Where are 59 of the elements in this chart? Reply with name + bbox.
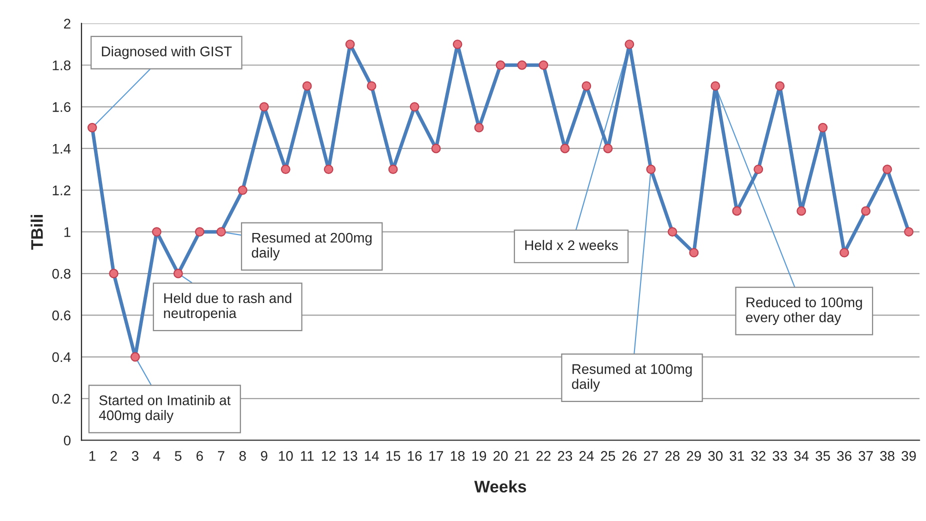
y-tick-label: 0.8 bbox=[52, 268, 70, 279]
x-tick-label: 24 bbox=[579, 451, 594, 461]
y-tick-label: 1 bbox=[64, 227, 70, 237]
x-tick-label: 12 bbox=[322, 451, 336, 461]
x-tick-label: 36 bbox=[837, 451, 852, 461]
x-tick-label: 25 bbox=[600, 451, 616, 461]
x-tick-label: 13 bbox=[343, 451, 358, 461]
y-axis-title: TBili bbox=[30, 214, 43, 250]
y-tick-label: 0.2 bbox=[52, 394, 70, 404]
x-tick-label: 20 bbox=[493, 451, 508, 461]
x-tick-label: 22 bbox=[536, 451, 551, 461]
x-tick-label: 10 bbox=[278, 451, 293, 461]
x-tick-label: 23 bbox=[558, 451, 572, 461]
x-tick-label: 17 bbox=[429, 451, 444, 461]
y-tick-label: 0.4 bbox=[52, 352, 71, 362]
y-tick-label: 0 bbox=[64, 436, 71, 446]
x-tick-label: 31 bbox=[730, 451, 744, 461]
annotation: Held due to rash and neutropenia bbox=[164, 292, 292, 321]
x-axis-title: Weeks bbox=[474, 480, 526, 493]
x-tick-label: 5 bbox=[174, 451, 182, 461]
x-tick-label: 28 bbox=[665, 451, 680, 461]
x-tick-label: 14 bbox=[364, 451, 379, 461]
annotation: Held x 2 weeks bbox=[525, 240, 618, 250]
x-tick-label: 26 bbox=[622, 451, 637, 461]
y-tick-label: 1.8 bbox=[52, 60, 70, 70]
x-tick-label: 34 bbox=[794, 451, 809, 461]
x-tick-label: 30 bbox=[708, 451, 723, 461]
x-tick-label: 32 bbox=[751, 451, 766, 461]
x-tick-label: 8 bbox=[239, 451, 246, 461]
y-tick-label: 1.6 bbox=[52, 102, 70, 112]
x-tick-label: 9 bbox=[260, 451, 268, 461]
x-tick-label: 16 bbox=[408, 451, 422, 461]
x-tick-label: 21 bbox=[514, 451, 530, 461]
x-tick-label: 15 bbox=[386, 451, 400, 461]
x-tick-label: 27 bbox=[644, 451, 658, 461]
x-tick-label: 6 bbox=[196, 451, 203, 461]
x-tick-label: 7 bbox=[218, 451, 224, 461]
x-tick-label: 29 bbox=[686, 451, 701, 461]
x-tick-label: 1 bbox=[89, 451, 96, 461]
x-tick-label: 3 bbox=[132, 451, 138, 461]
x-tick-label: 19 bbox=[472, 451, 486, 461]
x-tick-label: 4 bbox=[153, 451, 160, 461]
x-tick-label: 39 bbox=[902, 451, 916, 461]
y-tick-label: 1.2 bbox=[52, 186, 70, 196]
y-tick-label: 1.4 bbox=[52, 144, 71, 154]
x-tick-label: 2 bbox=[110, 451, 117, 461]
x-tick-label: 38 bbox=[880, 451, 894, 461]
y-tick-label: 0.6 bbox=[52, 310, 70, 320]
x-tick-label: 11 bbox=[300, 451, 314, 461]
annotation: Started on Imatinib at 400mg daily bbox=[98, 395, 231, 423]
annotation: Diagnosed with GIST bbox=[102, 46, 232, 60]
x-tick-label: 18 bbox=[450, 451, 465, 461]
annotation: Resumed at 200mg daily bbox=[252, 232, 372, 260]
annotation: Reduced to 100mg every other day bbox=[746, 297, 862, 325]
x-tick-label: 35 bbox=[816, 451, 830, 461]
x-tick-label: 37 bbox=[858, 451, 873, 461]
x-tick-label: 33 bbox=[772, 451, 787, 461]
y-tick-label: 2 bbox=[64, 18, 70, 28]
annotation: Resumed at 100mg daily bbox=[572, 364, 692, 392]
